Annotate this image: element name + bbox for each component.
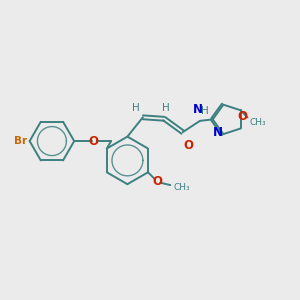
Text: N: N <box>193 103 203 116</box>
Text: CH₃: CH₃ <box>250 118 266 127</box>
Text: CH₃: CH₃ <box>173 183 190 192</box>
Text: H: H <box>201 106 209 116</box>
Text: O: O <box>88 135 98 148</box>
Text: O: O <box>183 139 193 152</box>
Text: O: O <box>152 175 162 188</box>
Text: H: H <box>162 103 169 113</box>
Text: O: O <box>237 110 247 123</box>
Text: N: N <box>213 126 223 139</box>
Text: H: H <box>133 103 140 113</box>
Text: Br: Br <box>14 136 27 146</box>
